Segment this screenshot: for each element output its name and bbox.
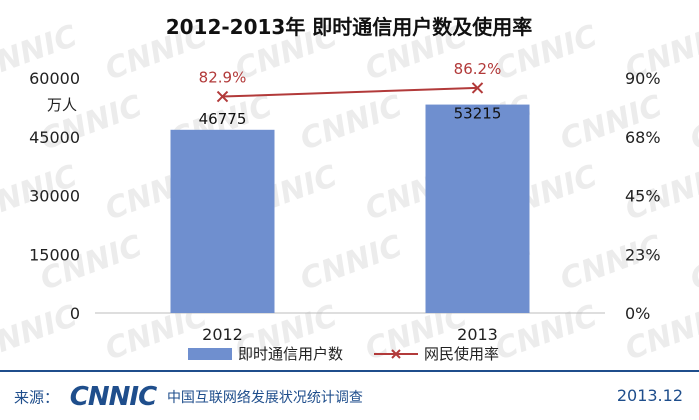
left-axis-ticks: 0 15000 30000 45000 60000 (29, 69, 80, 323)
right-axis-ticks: 0% 23% 45% 68% 90% (625, 69, 661, 323)
legend-label: 即时通信用户数 (238, 345, 343, 363)
legend-swatch-marker (391, 349, 401, 359)
footer-date: 2013.12 (616, 386, 683, 405)
x-tick-label: 2013 (457, 325, 498, 344)
y-left-unit-label: 万人 (47, 96, 77, 114)
source-label: 来源： (14, 388, 60, 407)
watermark-text: CNNIC (686, 229, 699, 298)
y-right-tick-label: 68% (625, 128, 661, 147)
legend-label: 网民使用率 (424, 345, 499, 363)
watermark-text: CNNIC (556, 89, 667, 158)
bar-data-label: 46775 (199, 110, 247, 128)
line-marker (471, 82, 484, 94)
y-right-tick-label: 45% (625, 187, 661, 206)
footer-source: 来源： CNNIC 中国互联网络发展状况统计调查 (14, 382, 363, 412)
line-marker (216, 90, 229, 103)
watermark-text: CNNIC (296, 229, 407, 298)
footer-divider (0, 370, 699, 372)
legend-swatch-bar (188, 348, 232, 360)
org-name: 中国互联网络发展状况统计调查 (166, 390, 363, 406)
line-data-label: 82.9% (199, 69, 247, 87)
line-data-label: 86.2% (454, 60, 502, 78)
line-path (222, 86, 478, 98)
y-right-tick-label: 0% (625, 304, 650, 323)
y-left-tick-label: 45000 (29, 128, 80, 147)
y-right-tick-label: 23% (625, 245, 661, 264)
y-left-tick-label: 15000 (29, 245, 80, 264)
legend: 即时通信用户数 网民使用率 (188, 345, 499, 363)
bar-data-label: 53215 (454, 105, 502, 123)
y-left-tick-label: 30000 (29, 187, 80, 206)
bar-series: 46775 53215 (170, 104, 530, 313)
chart-title: 2012-2013年 即时通信用户数及使用率 (166, 15, 533, 39)
y-right-tick-label: 90% (625, 69, 661, 88)
bar (425, 104, 530, 313)
x-tick-label: 2012 (202, 325, 243, 344)
bar (170, 129, 275, 313)
cnnic-logo: CNNIC (69, 382, 157, 412)
y-left-tick-label: 0 (70, 304, 80, 323)
x-axis-labels: 2012 2013 (202, 325, 498, 344)
watermark-text: CNNIC (686, 89, 699, 158)
y-left-tick-label: 60000 (29, 69, 80, 88)
line-series: 82.9% 86.2% (199, 60, 502, 103)
watermark-text: CNNIC (296, 89, 407, 158)
